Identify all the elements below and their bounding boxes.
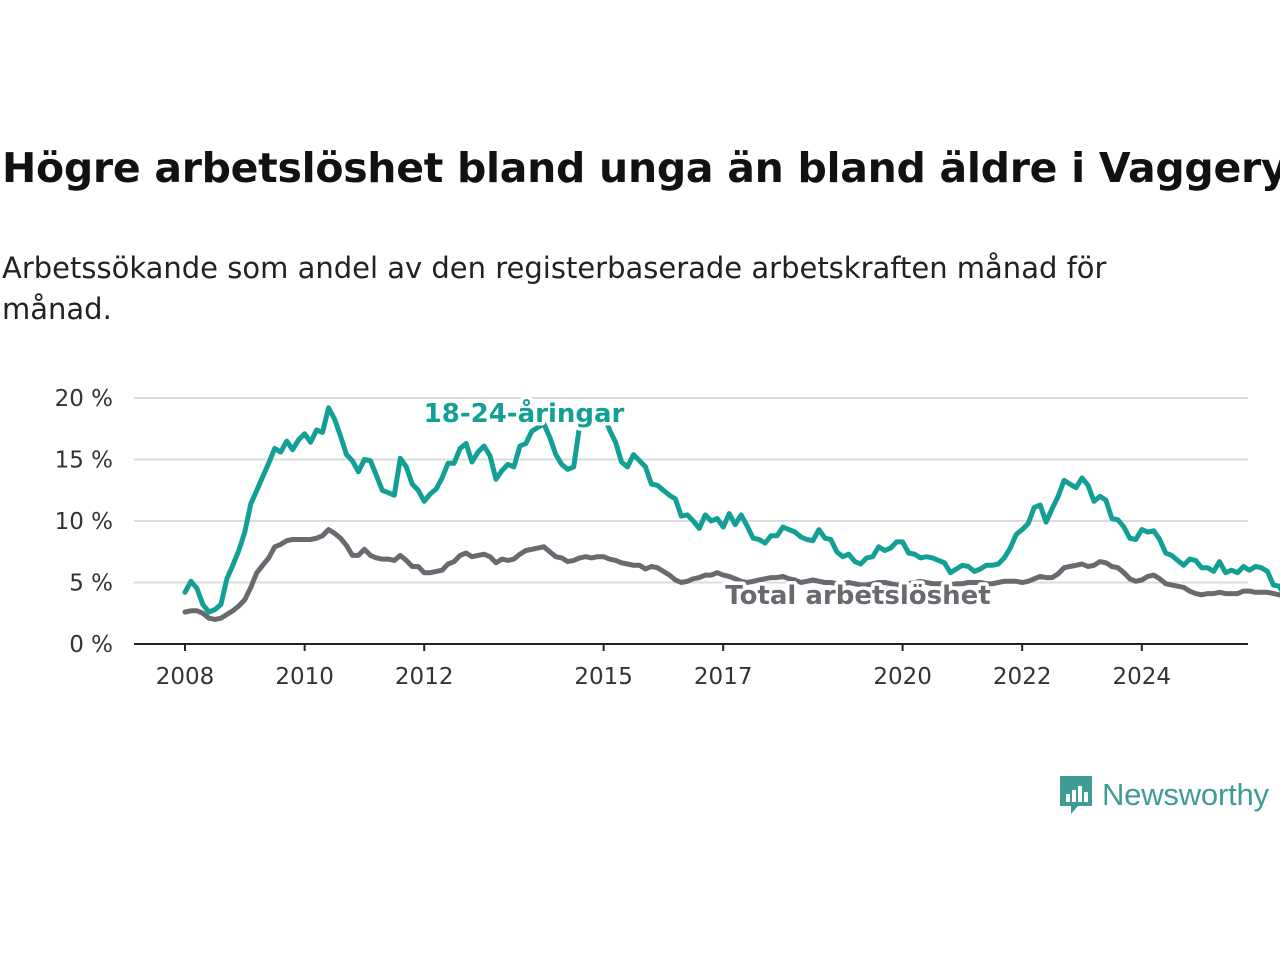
y-tick-label: 20 % xyxy=(55,386,113,412)
x-tick-label: 2010 xyxy=(275,664,334,690)
line-chart: 0 %5 %10 %15 %20 % 2008 2010 2012 2015 2017 2… xyxy=(55,386,1280,690)
y-tick-label: 0 % xyxy=(69,632,113,658)
series-lines xyxy=(182,405,1280,622)
gridlines xyxy=(134,397,1248,645)
newsworthy-brand[interactable]: Newsworthy xyxy=(1058,774,1269,816)
y-tick-label: 15 % xyxy=(55,448,113,474)
y-axis-ticks: 0 % 5 % 10 % 15 % 20 % xyxy=(55,386,113,658)
series-line xyxy=(182,405,1280,615)
newsworthy-logo-icon xyxy=(1060,776,1092,814)
brand-name: Newsworthy xyxy=(1102,777,1269,812)
chart-subtitle: Arbetssökande som andel av den registerb… xyxy=(2,251,1107,326)
x-tick-label: 2012 xyxy=(395,664,454,690)
x-tick-label: 2020 xyxy=(873,664,932,690)
x-tick-label: 2024 xyxy=(1113,664,1172,690)
y-tick-label: 10 % xyxy=(55,509,113,535)
x-tick-label: 2017 xyxy=(694,664,753,690)
series-label-total: Total arbetslöshet xyxy=(725,581,990,611)
series-line xyxy=(182,527,1280,622)
y-tick-label: 5 % xyxy=(69,571,113,597)
x-tick-label: 2022 xyxy=(993,664,1052,690)
x-tick-label: 2015 xyxy=(574,664,633,690)
chart-title: Högre arbetslöshet bland unga än bland ä… xyxy=(2,144,1280,192)
series-label-youth: 18-24-åringar xyxy=(424,397,625,429)
x-tick-label: 2008 xyxy=(156,664,215,690)
x-axis-ticks: 2008 2010 2012 2015 2017 2020 2022 2024 xyxy=(156,644,1171,690)
